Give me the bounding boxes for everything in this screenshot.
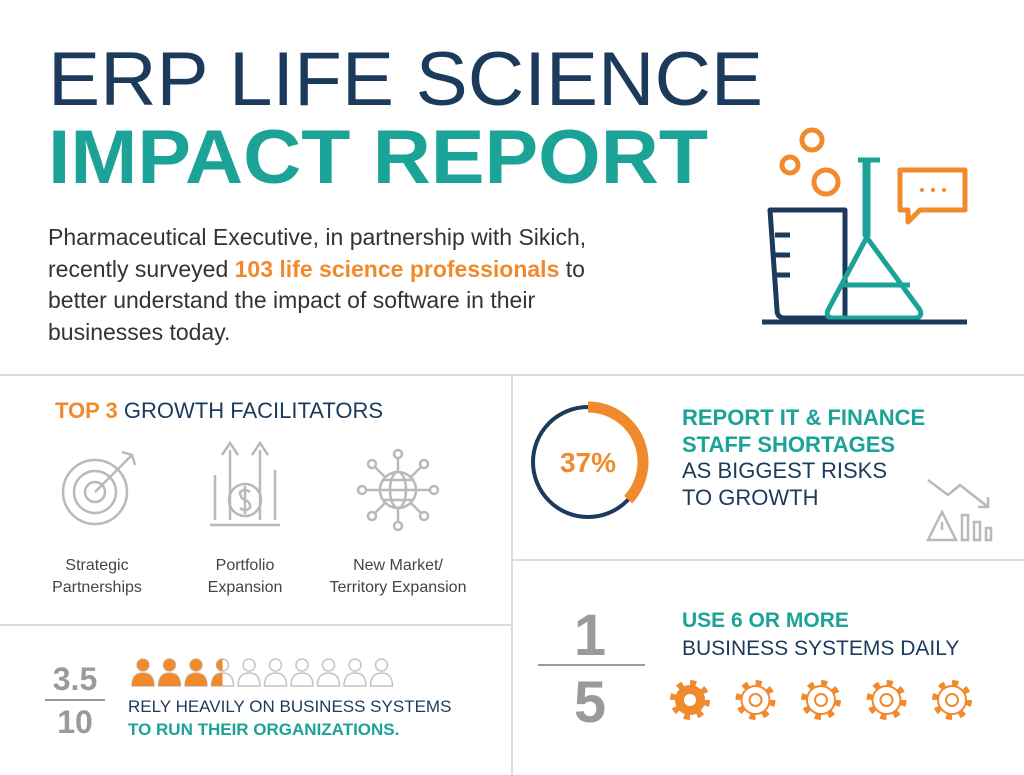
growth-label: Expansion xyxy=(208,579,283,596)
person xyxy=(290,658,314,687)
gear-teeth xyxy=(932,680,972,720)
person-head xyxy=(321,658,336,672)
growth-label: Territory Expansion xyxy=(330,579,467,596)
ring-arc xyxy=(527,401,649,523)
gear-hub xyxy=(945,693,959,707)
intro: Pharmaceutical Executive, in partnership… xyxy=(48,224,586,345)
person-body xyxy=(316,672,341,687)
growth-label: Portfolio xyxy=(216,557,275,574)
person-head xyxy=(163,659,176,671)
heading-text: GROWTH FACILITATORS xyxy=(124,398,383,423)
gear-teeth xyxy=(670,680,710,720)
person xyxy=(369,658,394,687)
title-line: ERP LIFE SCIENCE xyxy=(48,37,763,122)
lab-icon xyxy=(762,127,968,325)
intro-line: better understand the impact of software… xyxy=(48,287,535,313)
person-fill xyxy=(158,659,181,686)
gear-teeth xyxy=(735,680,776,720)
person-body xyxy=(263,672,288,687)
gear-hub xyxy=(879,693,894,707)
decline-icon xyxy=(925,479,993,542)
gear-teeth xyxy=(801,680,841,720)
growth-label: Partnerships xyxy=(52,579,142,596)
person-body xyxy=(343,672,367,687)
risk-highlight: REPORT IT & FINANCE xyxy=(682,405,925,430)
person-head xyxy=(216,659,223,671)
person xyxy=(184,658,208,687)
person-body xyxy=(237,672,261,687)
risk-percent: 37% xyxy=(560,447,616,478)
person-head xyxy=(137,659,149,671)
target-icon xyxy=(61,450,137,526)
person xyxy=(343,658,367,687)
intro-text: to xyxy=(566,256,585,282)
money-icon xyxy=(210,440,280,527)
risk-text: REPORT IT & FINANCE STAFF SHORTAGES AS B… xyxy=(682,405,925,510)
person-body xyxy=(132,673,154,686)
people-icons xyxy=(131,658,394,687)
title-line: IMPACT REPORT xyxy=(48,115,708,200)
systems-line: BUSINESS SYSTEMS DAILY xyxy=(682,637,959,660)
person-head xyxy=(348,658,362,672)
growth-labels: Strategic Partnerships Portfolio Expansi… xyxy=(52,557,466,596)
intro-text: recently surveyed xyxy=(48,256,228,282)
person xyxy=(131,658,155,687)
gear-hub xyxy=(684,694,696,706)
globe-icon xyxy=(356,448,440,532)
gear-icons xyxy=(670,680,972,720)
person xyxy=(316,658,341,687)
risk-line: AS BIGGEST RISKS xyxy=(682,458,887,483)
gear xyxy=(801,680,841,720)
gear-hub xyxy=(748,693,763,707)
person-body xyxy=(211,673,223,686)
person-head xyxy=(190,659,202,671)
person-body xyxy=(369,672,394,687)
intro-line: recently surveyed 103 life science profe… xyxy=(48,256,585,282)
heading-highlight: TOP 3 xyxy=(55,398,118,423)
person xyxy=(263,658,288,687)
person-head xyxy=(242,658,256,672)
gear xyxy=(866,680,907,720)
growth-label: New Market/ xyxy=(353,557,443,574)
gear-teeth xyxy=(866,680,907,720)
reliance-numerator: 3.5 xyxy=(53,661,97,697)
intro-line: businesses today. xyxy=(48,319,230,345)
systems-numerator: 1 xyxy=(574,603,606,668)
person-fill xyxy=(211,659,223,686)
gear-hub xyxy=(814,693,828,707)
growth-label: Strategic xyxy=(65,557,128,574)
risk-highlight: STAFF SHORTAGES xyxy=(682,432,895,457)
systems-highlight: USE 6 OR MORE xyxy=(682,609,849,632)
reliance-line: RELY HEAVILY ON BUSINESS SYSTEMS xyxy=(128,697,451,716)
person-body xyxy=(158,673,181,686)
gear xyxy=(670,680,710,720)
person-body xyxy=(185,673,207,686)
person-head xyxy=(268,658,283,672)
gear xyxy=(735,680,776,720)
person xyxy=(210,658,235,687)
person-body xyxy=(290,672,314,687)
risk-line: TO GROWTH xyxy=(682,485,818,510)
intro-highlight: 103 life science professionals xyxy=(235,256,560,282)
systems-denominator: 5 xyxy=(574,670,606,735)
reliance-denominator: 10 xyxy=(57,704,93,740)
person xyxy=(237,658,261,687)
intro-line: Pharmaceutical Executive, in partnership… xyxy=(48,224,586,250)
person-head xyxy=(374,658,389,672)
person-fill xyxy=(185,659,207,686)
person xyxy=(157,658,182,687)
reliance-highlight: TO RUN THEIR ORGANIZATIONS. xyxy=(128,720,399,739)
person-head xyxy=(295,658,309,672)
person-fill xyxy=(132,659,154,686)
growth-heading: TOP 3 GROWTH FACILITATORS xyxy=(55,398,383,423)
gear xyxy=(932,680,972,720)
